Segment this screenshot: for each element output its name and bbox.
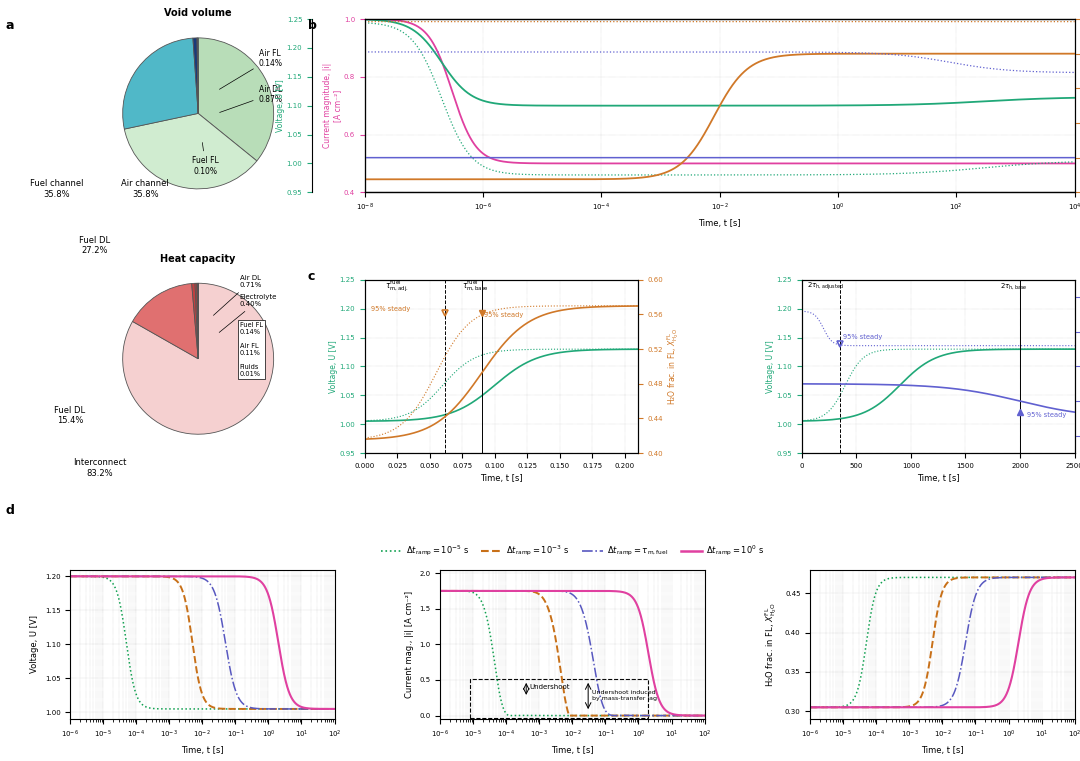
Text: Fuel FL
0.10%: Fuel FL 0.10% (192, 142, 219, 176)
Legend: $\Delta t_\mathrm{ramp}=10^{-5}$ s, $\Delta t_\mathrm{ramp}=10^{-3}$ s, $\Delta : $\Delta t_\mathrm{ramp}=10^{-5}$ s, $\De… (377, 540, 768, 562)
Bar (470, 679, 648, 718)
Text: 95% steady: 95% steady (843, 334, 882, 339)
Wedge shape (123, 283, 273, 435)
Text: Air DL
0.71%: Air DL 0.71% (214, 275, 262, 315)
Wedge shape (123, 38, 198, 129)
Title: Heat capacity: Heat capacity (161, 253, 235, 263)
Text: Fuel FL
0.14%

Air FL
0.11%

Fluids
0.01%: Fuel FL 0.14% Air FL 0.11% Fluids 0.01% (240, 322, 262, 377)
Text: Fuel DL
15.4%: Fuel DL 15.4% (54, 406, 85, 425)
X-axis label: Time, t [s]: Time, t [s] (480, 474, 523, 483)
Wedge shape (195, 283, 198, 358)
Y-axis label: Voltage, U [V]: Voltage, U [V] (329, 340, 338, 393)
Text: d: d (5, 504, 14, 517)
Y-axis label: Voltage, U [V]: Voltage, U [V] (276, 79, 285, 132)
Wedge shape (197, 283, 198, 358)
Text: Interconnect
83.2%: Interconnect 83.2% (73, 458, 126, 478)
Text: Undershoot: Undershoot (529, 683, 570, 689)
X-axis label: Time, t [s]: Time, t [s] (181, 746, 224, 755)
Text: Air FL
0.14%: Air FL 0.14% (219, 49, 283, 89)
Text: 95% steady: 95% steady (484, 312, 524, 318)
Text: b: b (308, 19, 316, 32)
Text: Undershoot induced
by mass-transfer lag: Undershoot induced by mass-transfer lag (592, 690, 658, 701)
Wedge shape (191, 283, 198, 358)
Text: Air DL
0.87%: Air DL 0.87% (219, 84, 283, 113)
X-axis label: Time, t [s]: Time, t [s] (699, 219, 741, 228)
Wedge shape (198, 38, 273, 161)
Wedge shape (124, 113, 257, 189)
Wedge shape (193, 38, 198, 113)
Text: c: c (308, 270, 315, 283)
Text: Fuel DL
27.2%: Fuel DL 27.2% (79, 236, 110, 255)
Title: Void volume: Void volume (164, 8, 232, 18)
Y-axis label: H₂O frac. in FL, $X^\mathrm{FL}_{\mathrm{H_2O}}$: H₂O frac. in FL, $X^\mathrm{FL}_{\mathrm… (664, 328, 680, 405)
Y-axis label: Voltage, U [V]: Voltage, U [V] (766, 340, 774, 393)
Text: a: a (5, 19, 14, 32)
Text: $\tau^\mathrm{fuel}_\mathrm{m,adj.}$: $\tau^\mathrm{fuel}_\mathrm{m,adj.}$ (386, 279, 409, 294)
X-axis label: Time, t [s]: Time, t [s] (921, 746, 963, 755)
Text: Fuel channel
35.8%: Fuel channel 35.8% (30, 179, 83, 199)
Text: Electrolyte
0.40%: Electrolyte 0.40% (219, 294, 278, 333)
Y-axis label: Voltage, U [V]: Voltage, U [V] (30, 616, 39, 673)
Text: 95% steady: 95% steady (372, 306, 410, 312)
Text: 95% steady: 95% steady (1027, 412, 1066, 418)
X-axis label: Time, t [s]: Time, t [s] (551, 746, 594, 755)
Wedge shape (133, 284, 198, 358)
X-axis label: Time, t [s]: Time, t [s] (917, 474, 959, 483)
Wedge shape (197, 38, 198, 113)
Text: $\tau^\mathrm{fuel}_\mathrm{m,base}$: $\tau^\mathrm{fuel}_\mathrm{m,base}$ (462, 279, 489, 293)
Y-axis label: Current magnitude, |i|
[A cm⁻²]: Current magnitude, |i| [A cm⁻²] (323, 63, 342, 148)
Y-axis label: Current mag., |i| [A cm⁻²]: Current mag., |i| [A cm⁻²] (405, 591, 414, 698)
Text: $2\tau_\mathrm{h,base}$: $2\tau_\mathrm{h,base}$ (1000, 282, 1028, 291)
Text: $2\tau_\mathrm{h,adjusted}$: $2\tau_\mathrm{h,adjusted}$ (807, 281, 845, 292)
Text: Air channel
35.8%: Air channel 35.8% (121, 179, 170, 199)
Y-axis label: H₂O frac. in FL, $X^\mathrm{FL}_{\mathrm{H_2O}}$: H₂O frac. in FL, $X^\mathrm{FL}_{\mathrm… (764, 602, 780, 686)
